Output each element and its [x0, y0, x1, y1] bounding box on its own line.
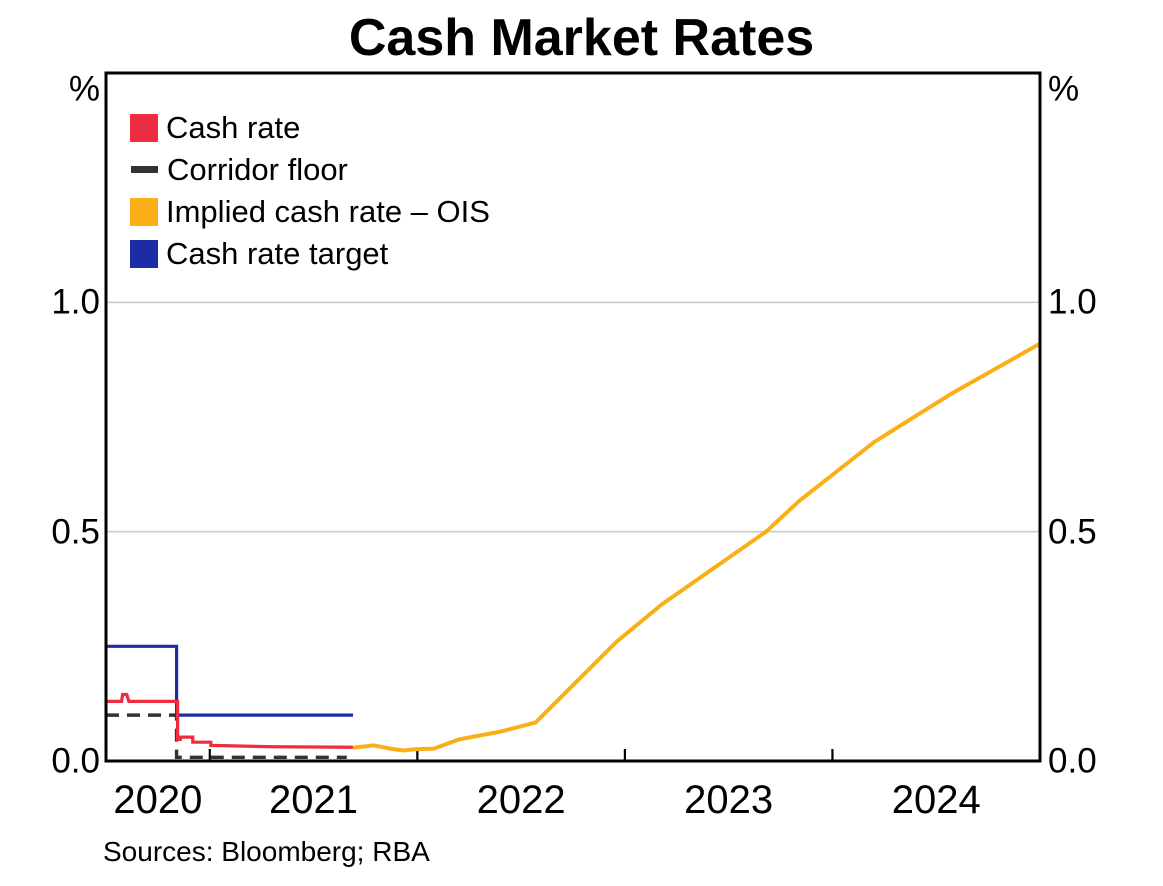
y-tick-label-left-1: 0.5: [51, 512, 100, 552]
sources-note: Sources: Bloomberg; RBA: [103, 836, 430, 867]
legend-item-cash-rate-target: Cash rate target: [130, 238, 490, 269]
legend-item-corridor-floor: Corridor floor: [130, 154, 490, 185]
legend-swatch-1: [131, 166, 158, 173]
legend-item-cash-rate: Cash rate: [130, 112, 490, 143]
legend-item-implied-cash-rate-ois: Implied cash rate – OIS: [130, 196, 490, 227]
legend-label: Cash rate target: [166, 236, 389, 271]
y-tick-label-left-0: 1.0: [51, 282, 100, 322]
x-tick-label-2: 2022: [476, 778, 566, 822]
legend: Cash rate Corridor floor Implied cash ra…: [130, 112, 490, 280]
y-axis-unit-right: %: [1048, 69, 1080, 109]
legend-label: Corridor floor: [167, 152, 348, 187]
legend-swatch-3: [130, 239, 158, 268]
legend-swatch-2: [130, 197, 158, 226]
legend-swatch-0: [130, 113, 158, 142]
chart-title: Cash Market Rates: [348, 9, 815, 67]
y-axis-unit-left: %: [68, 69, 100, 109]
y-tick-label-right-0: 1.0: [1048, 282, 1097, 322]
y-tick-label-right-2: 0.0: [1048, 741, 1097, 781]
legend-label: Cash rate: [166, 110, 301, 145]
x-tick-label-1: 2021: [269, 778, 359, 822]
x-tick-label-4: 2024: [891, 778, 981, 822]
y-tick-label-right-1: 0.5: [1048, 512, 1097, 552]
x-tick-label-0: 2020: [113, 778, 203, 822]
x-tick-label-3: 2023: [684, 778, 774, 822]
legend-label: Implied cash rate – OIS: [166, 194, 490, 229]
y-tick-label-left-2: 0.0: [51, 741, 100, 781]
